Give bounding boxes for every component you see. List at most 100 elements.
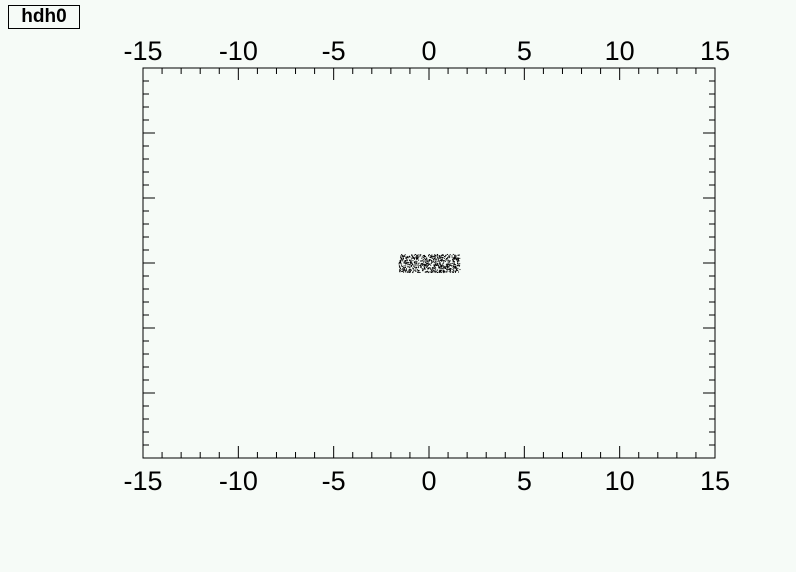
scatter-point: [412, 255, 414, 257]
scatter-point: [444, 267, 446, 269]
scatter-point: [453, 270, 455, 272]
scatter-point: [435, 270, 437, 272]
x-tick-label: 0: [421, 466, 436, 496]
scatter-point: [457, 269, 459, 271]
scatter-point: [420, 265, 422, 267]
scatter-point: [450, 263, 452, 265]
scatter-point: [424, 254, 426, 256]
scatter-point: [446, 253, 448, 255]
scatter-point: [428, 260, 430, 262]
scatter-point: [401, 270, 403, 272]
scatter-point: [444, 260, 446, 262]
scatter-point: [403, 269, 405, 271]
scatter-point: [421, 266, 423, 268]
scatter-point: [459, 264, 461, 266]
scatter-point: [409, 270, 411, 272]
scatter-point: [420, 266, 422, 268]
scatter-point: [428, 259, 430, 261]
scatter-point: [433, 254, 435, 256]
scatter-point: [402, 257, 404, 259]
scatter-point: [455, 270, 457, 272]
scatter-point: [453, 257, 455, 259]
scatter-point: [416, 258, 418, 260]
scatter-point: [443, 255, 445, 257]
scatter-point: [423, 265, 425, 267]
scatter-point: [423, 257, 425, 259]
scatter-point: [399, 270, 401, 272]
scatter-point: [413, 269, 415, 271]
scatter-point: [428, 271, 430, 273]
scatter-point: [400, 256, 402, 258]
scatter-point: [453, 258, 455, 260]
scatter-point: [452, 266, 454, 268]
scatter-point: [414, 257, 416, 259]
scatter-point: [448, 265, 450, 267]
scatter-point: [420, 260, 422, 262]
scatter-point: [434, 259, 436, 261]
scatter-point: [418, 256, 420, 258]
scatter-point: [417, 258, 419, 260]
scatter-point: [401, 254, 403, 256]
scatter-point: [413, 270, 415, 272]
x-top-tick-label: -5: [322, 36, 346, 66]
scatter-point: [398, 263, 400, 265]
scatter-point: [416, 263, 418, 265]
scatter-point: [404, 269, 406, 271]
scatter-point: [402, 260, 404, 262]
x-tick-label: 10: [605, 466, 635, 496]
scatter-point: [412, 256, 414, 258]
scatter-point: [408, 266, 410, 268]
scatter-point: [428, 255, 430, 257]
scatter-point: [458, 271, 460, 273]
scatter-point: [413, 258, 415, 260]
scatter-point: [430, 257, 432, 259]
scatter-point: [449, 268, 451, 270]
scatter-point: [455, 258, 457, 260]
scatter-point: [427, 265, 429, 267]
scatter-point: [401, 259, 403, 261]
scatter-point: [451, 256, 453, 258]
scatter-point: [402, 266, 404, 268]
scatter-point: [403, 261, 405, 263]
x-top-tick-label: 5: [517, 36, 532, 66]
scatter-point: [423, 268, 425, 270]
plot-frame: [142, 67, 716, 459]
scatter-point: [428, 272, 430, 274]
scatter-point: [457, 263, 459, 265]
scatter-point: [453, 265, 455, 267]
scatter-point: [409, 267, 411, 269]
scatter-point: [421, 268, 423, 270]
scatter-point: [420, 254, 422, 256]
scatter-point: [452, 271, 454, 273]
scatter-point: [412, 257, 414, 259]
scatter-point: [418, 259, 420, 261]
scatter-point: [436, 258, 438, 260]
scatter-point: [436, 272, 438, 274]
scatter-point: [444, 256, 446, 258]
scatter-point: [418, 272, 420, 274]
scatter-point: [439, 259, 441, 261]
scatter-point: [435, 267, 437, 269]
scatter-point: [398, 262, 400, 264]
scatter-point: [447, 268, 449, 270]
scatter-point: [428, 268, 430, 270]
scatter-point: [404, 260, 406, 262]
scatter-point: [455, 255, 457, 257]
scatter-point: [424, 260, 426, 262]
scatter-point: [453, 268, 455, 270]
scatter-point: [435, 263, 437, 265]
scatter-point: [421, 256, 423, 258]
scatter-point: [412, 268, 414, 270]
scatter-point: [413, 254, 415, 256]
scatter-point: [416, 257, 418, 259]
scatter-point: [413, 264, 415, 266]
scatter-point: [420, 260, 422, 262]
scatter-point: [454, 266, 456, 268]
scatter-point: [449, 269, 451, 271]
scatter-point: [448, 260, 450, 262]
scatter-point: [459, 269, 461, 271]
scatter-point: [448, 260, 450, 262]
scatter-point: [407, 262, 409, 264]
scatter-point: [446, 268, 448, 270]
scatter-point: [425, 264, 427, 266]
